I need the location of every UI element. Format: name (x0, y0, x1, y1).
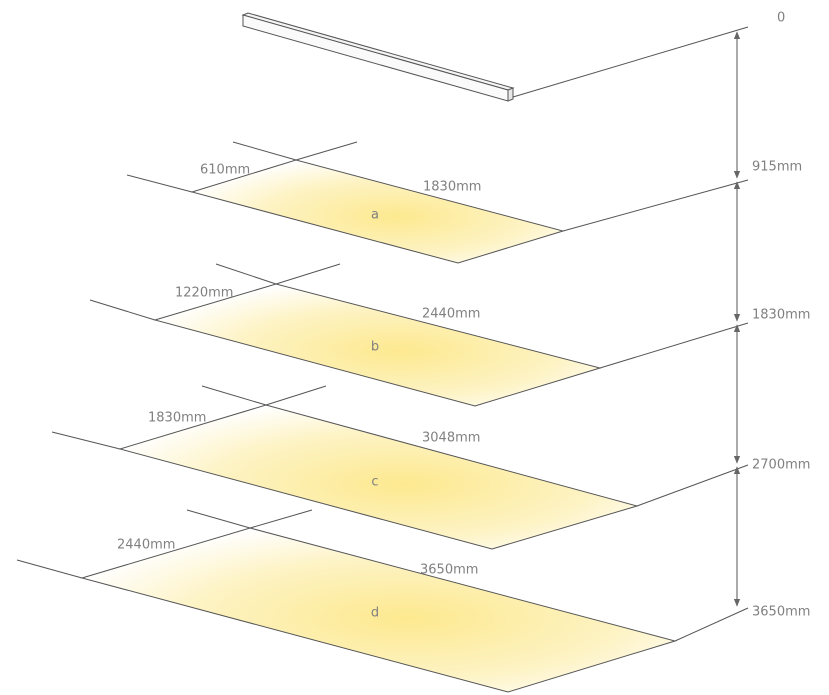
level-label: 1830mm (752, 308, 810, 323)
extension-line (16, 559, 83, 579)
extension-line (562, 179, 749, 232)
length-label: 1830mm (423, 180, 481, 195)
extension-line (126, 174, 193, 193)
extension-line (599, 322, 749, 369)
width-label: 1220mm (175, 286, 233, 301)
plane-letter: d (371, 606, 379, 621)
extension-line (51, 431, 121, 450)
extension-line (249, 509, 313, 529)
plane-letter: b (371, 340, 379, 355)
extension-line (265, 385, 327, 406)
extension-line (275, 263, 341, 285)
level-label: 0 (777, 11, 785, 26)
plane-letter: c (371, 475, 378, 490)
extension-line (295, 141, 358, 161)
extension-line (89, 299, 156, 321)
fixture (241, 12, 749, 102)
extension-line (674, 607, 749, 642)
extension-line (232, 141, 297, 161)
width-label: 610mm (200, 163, 250, 178)
level-label: 2700mm (752, 458, 810, 473)
width-label: 2440mm (117, 538, 175, 553)
width-label: 1830mm (148, 411, 206, 426)
level-label: 915mm (752, 160, 802, 175)
extension-line (215, 263, 277, 285)
extension-line (186, 509, 251, 529)
extension-line (201, 385, 267, 406)
length-label: 3650mm (420, 563, 478, 578)
length-label: 2440mm (422, 307, 480, 322)
length-label: 3048mm (422, 431, 480, 446)
extension-line (636, 464, 749, 507)
level-label: 3650mm (752, 605, 810, 620)
plane-letter: a (371, 208, 379, 223)
